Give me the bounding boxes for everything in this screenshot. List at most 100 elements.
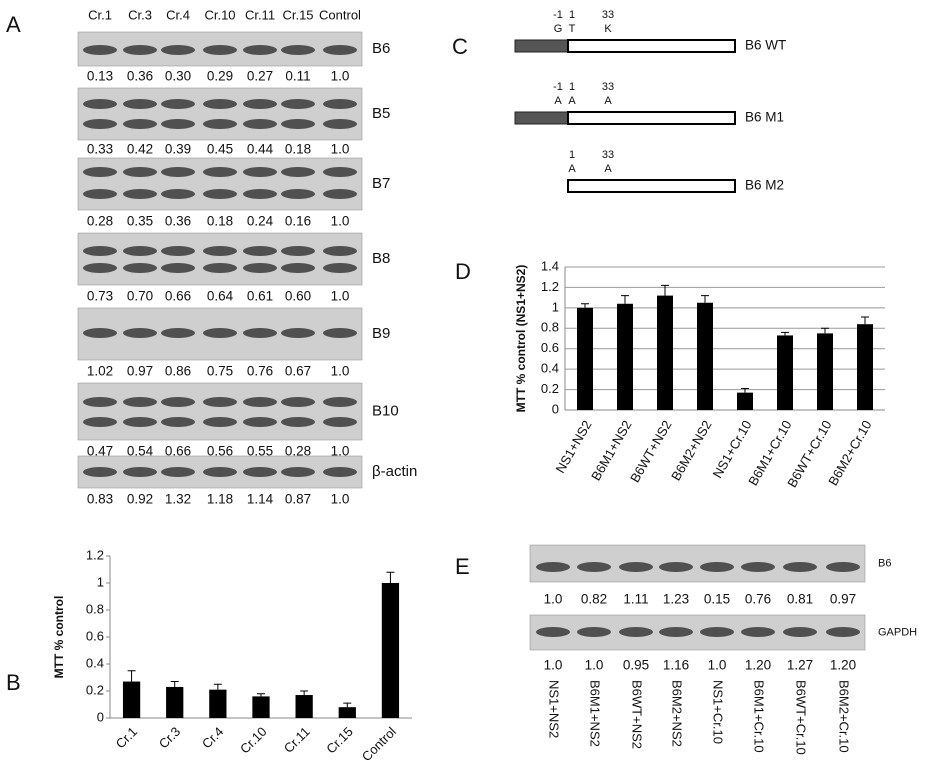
blot-label: B9 xyxy=(372,325,390,342)
residue-position: 33 xyxy=(602,149,614,161)
band xyxy=(281,45,315,55)
band xyxy=(536,627,570,637)
error-bar xyxy=(170,681,179,687)
lane-label: B6M1+Cr.10 xyxy=(752,680,767,753)
residue-position: 1 xyxy=(569,81,575,93)
y-tick-label: 0.4 xyxy=(541,361,559,376)
quantification: 0.30 xyxy=(165,69,191,84)
band xyxy=(323,119,357,129)
bar xyxy=(166,686,184,718)
error-bar xyxy=(386,571,395,583)
y-tick-label: 0.2 xyxy=(541,381,559,396)
bar xyxy=(338,707,356,718)
band xyxy=(619,562,653,572)
band xyxy=(123,119,157,129)
band xyxy=(83,328,117,338)
error-bar xyxy=(581,303,589,308)
quantification: 0.36 xyxy=(165,214,191,229)
blot-label: β-actin xyxy=(372,463,417,480)
blot xyxy=(529,544,866,583)
quantification: 1.20 xyxy=(830,658,856,673)
quantification: 0.27 xyxy=(247,69,273,84)
signal-peptide xyxy=(514,39,569,53)
band xyxy=(161,328,195,338)
band xyxy=(741,627,775,637)
band xyxy=(281,246,315,256)
x-tick-label: Cr.3 xyxy=(156,724,183,751)
quantification: 1.32 xyxy=(165,492,191,507)
y-tick-label: 0 xyxy=(552,401,559,416)
band xyxy=(323,45,357,55)
band xyxy=(619,627,653,637)
quantification: 1.27 xyxy=(787,658,813,673)
band xyxy=(741,562,775,572)
lane-label: Cr.15 xyxy=(282,7,313,22)
error-bar xyxy=(300,690,309,696)
y-axis-title: MTT % control (NS1+NS2) xyxy=(514,265,528,413)
quantification: 0.45 xyxy=(207,142,233,157)
x-tick-label: Cr.10 xyxy=(237,724,270,757)
bar xyxy=(381,583,400,718)
quantification: 1.14 xyxy=(247,492,274,507)
band xyxy=(161,45,195,55)
band xyxy=(161,189,195,199)
error-bar xyxy=(621,295,629,304)
band xyxy=(161,246,195,256)
band xyxy=(243,119,277,129)
band xyxy=(659,562,693,572)
band xyxy=(323,417,357,427)
band xyxy=(203,328,237,338)
quantification: 0.42 xyxy=(127,142,153,157)
quantification: 1.0 xyxy=(331,492,350,507)
quantification: 0.47 xyxy=(87,444,113,459)
error-bar xyxy=(781,331,789,336)
lane-label: Cr.4 xyxy=(166,7,190,22)
band xyxy=(323,467,357,477)
residue: A xyxy=(568,163,576,175)
residue: K xyxy=(604,23,612,35)
quantification: 0.36 xyxy=(127,69,153,84)
band xyxy=(123,45,157,55)
quantification: 1.02 xyxy=(87,364,113,379)
quantification: 0.75 xyxy=(207,364,233,379)
quantification: 0.39 xyxy=(165,142,191,157)
band xyxy=(323,397,357,407)
quantification: 1.0 xyxy=(544,658,563,673)
band xyxy=(203,99,237,109)
quantification: 0.95 xyxy=(623,658,649,673)
band xyxy=(783,562,817,572)
quantification: 0.70 xyxy=(127,289,153,304)
quantification: 0.83 xyxy=(87,492,113,507)
quantification: 1.0 xyxy=(708,658,727,673)
band xyxy=(281,328,315,338)
lane-label: Cr.3 xyxy=(128,7,152,22)
mature-protein xyxy=(567,111,736,125)
band xyxy=(281,263,315,273)
band xyxy=(826,562,860,572)
y-tick-label: 0 xyxy=(97,709,104,724)
band xyxy=(323,328,357,338)
blot-label: B10 xyxy=(372,402,399,419)
band xyxy=(281,397,315,407)
lane-label: Cr.1 xyxy=(88,7,112,22)
residue: A xyxy=(568,95,576,107)
bar xyxy=(295,695,313,718)
band xyxy=(83,45,117,55)
quantification: 0.82 xyxy=(581,592,607,607)
band xyxy=(700,562,734,572)
band xyxy=(281,167,315,177)
band xyxy=(243,246,277,256)
residue-position: 1 xyxy=(569,9,575,21)
quantification: 0.64 xyxy=(207,289,234,304)
quantification: 0.67 xyxy=(285,364,311,379)
y-tick-label: 0.4 xyxy=(86,655,104,670)
error-bar xyxy=(257,693,265,697)
blot-label: B6 xyxy=(878,557,891,569)
band xyxy=(203,246,237,256)
bar xyxy=(817,333,833,410)
band xyxy=(123,467,157,477)
band xyxy=(123,417,157,427)
band xyxy=(826,627,860,637)
band xyxy=(323,246,357,256)
band xyxy=(161,263,195,273)
